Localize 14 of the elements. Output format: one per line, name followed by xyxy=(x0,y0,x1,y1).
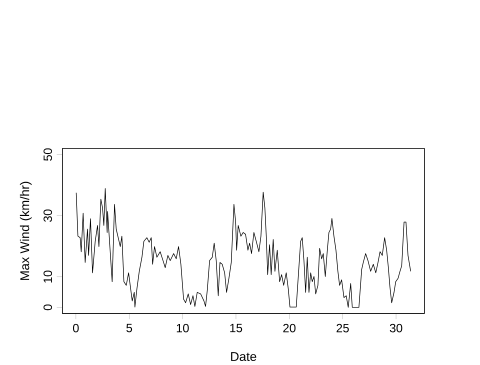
y-tick-label: 30 xyxy=(44,209,52,222)
y-axis-title: Max Wind (km/hr) xyxy=(20,182,32,280)
y-tick-label: 50 xyxy=(44,148,52,161)
x-axis-title: Date xyxy=(231,352,256,361)
x-tick-label: 15 xyxy=(230,324,242,332)
y-tick-label: 10 xyxy=(44,270,52,282)
y-tick-label: 0 xyxy=(44,304,52,310)
x-tick-label: 0 xyxy=(73,324,79,332)
x-tick-label: 5 xyxy=(126,324,132,332)
x-tick-label: 20 xyxy=(283,324,296,332)
x-tick-label: 30 xyxy=(390,324,402,332)
x-tick-label: 10 xyxy=(176,324,189,332)
line-series xyxy=(76,188,411,308)
x-tick-label: 25 xyxy=(336,324,349,332)
